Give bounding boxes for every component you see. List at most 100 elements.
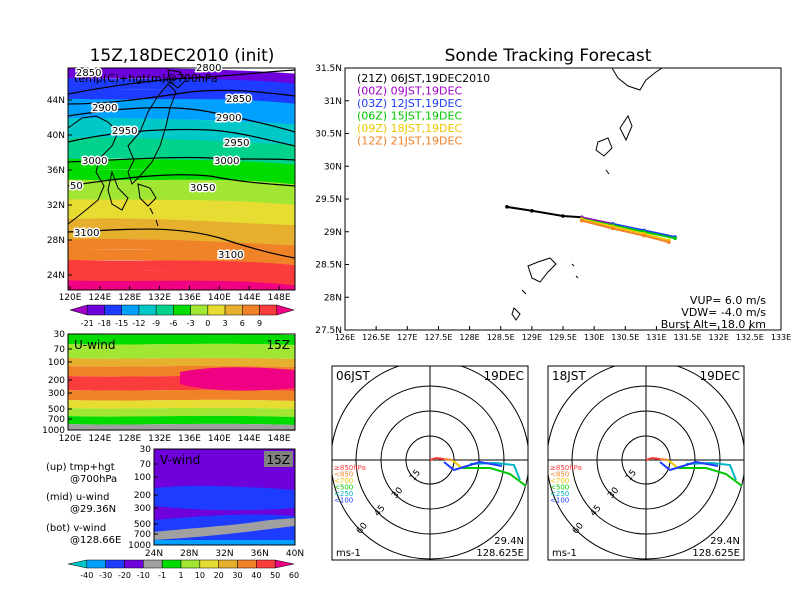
temperature-field [68, 68, 295, 290]
colorbar-cell [173, 304, 191, 316]
lat-tick-label: 32N [47, 201, 65, 211]
pressure-tick-label: 700 [48, 415, 65, 425]
level-legend-entry: <850 [334, 471, 353, 479]
temp-band [68, 179, 295, 197]
x-tick-label: 130E [584, 333, 604, 342]
hodograph-segment [645, 456, 661, 461]
level-legend-entry: ≥850hPa [550, 464, 582, 472]
polar-time-label: 06JST [336, 369, 370, 383]
colorbar-cell [274, 559, 295, 569]
colorbar-cell [143, 559, 163, 569]
contour-label: 3100 [74, 228, 99, 239]
pressure-tick-label: 300 [48, 389, 65, 399]
colorbar-label: -3 [187, 319, 195, 328]
legend-entry: (03Z) 12JST,19DEC [357, 97, 462, 110]
colorbar-cell [207, 304, 226, 316]
colorbar-cell [161, 559, 182, 569]
lon-tick-label: 136E [178, 434, 201, 444]
colorbar-cell [138, 304, 157, 316]
x-tick-label: 127E [397, 333, 417, 342]
colorbar-cell [124, 559, 144, 569]
contour-label: 3000 [82, 156, 107, 167]
hodograph-segment [443, 458, 453, 461]
colorbar-cell [276, 304, 295, 316]
u-wind-band [68, 407, 295, 417]
colorbar-cell [121, 304, 140, 316]
v-wind-band [154, 518, 295, 540]
x-tick-label: 126.5E [362, 333, 390, 342]
colorbar-label: -20 [118, 571, 131, 580]
colorbar-label: 10 [195, 571, 205, 580]
lon-tick-label: 140E [208, 293, 231, 303]
v-wind-time: 15Z [267, 453, 291, 467]
contour-label: 3050 [190, 183, 215, 194]
colorbar-cell [237, 559, 257, 569]
temperature-colorbar: -21 -18 -15 -12 -9 -6 -3 0 3 6 9 [69, 304, 295, 328]
track-title: Sonde Tracking Forecast [445, 46, 652, 66]
temp-band [68, 108, 295, 126]
hodograph-segment [443, 460, 503, 472]
level-legend-entry: <700 [550, 477, 569, 485]
level-legend-entry: <850 [550, 471, 569, 479]
colorbar-cell [67, 559, 88, 569]
colorbar-cell [69, 304, 88, 316]
polar-unit: ms-1 [552, 548, 577, 559]
map-lat-ticks: 44N 40N 36N 32N 28N 24N [47, 96, 72, 281]
u-wind-band [68, 399, 295, 409]
polar-date-label: 19DEC [484, 369, 524, 383]
y-tick-label: 28.5N [315, 261, 342, 271]
legend-notes: (up) tmp+hgt @700hPa (mid) u-wind @29.36… [46, 462, 121, 546]
map-frame [67, 67, 296, 291]
polar-lat: 29.4N [494, 536, 524, 547]
hodograph-segment [462, 467, 527, 487]
level-legend-entry: <500 [334, 484, 353, 492]
colorbar-label: -1 [158, 571, 166, 580]
track-series [505, 205, 677, 245]
v-wind-band [154, 485, 295, 511]
colorbar-label: 60 [289, 571, 299, 580]
colorbar-label: 50 [270, 571, 280, 580]
track-point [561, 214, 565, 218]
x-tick-label: 130.5E [611, 333, 639, 342]
colorbar-cell [86, 304, 105, 316]
coastline [68, 69, 187, 227]
colorbar-label: -18 [98, 319, 111, 328]
lon-tick-label: 124E [88, 293, 111, 303]
track-frame [344, 67, 782, 331]
temp-band [68, 270, 295, 288]
lon-tick-label: 148E [268, 434, 291, 444]
temp-band [68, 78, 295, 96]
track-point [667, 240, 671, 245]
note-line: @128.66E [70, 535, 121, 546]
annotation-burst: Burst Alt= 18.0 km [661, 318, 766, 331]
lon-tick-label: 120E [59, 293, 82, 303]
u-wind-time: 15Z [267, 338, 291, 352]
colorbar-cell [190, 304, 209, 316]
track-point [505, 205, 509, 209]
contour-label: 2850 [226, 94, 251, 105]
colorbar-cell [104, 304, 122, 316]
colorbar-label: -12 [132, 319, 145, 328]
legend-entry: (00Z) 09JST,19DEC [357, 85, 462, 98]
colorbar-label: 30 [232, 571, 242, 580]
lat-tick-label: 44N [47, 96, 65, 106]
temp-band [68, 259, 295, 278]
u-wind-field [68, 333, 295, 431]
note-line: @700hPa [70, 474, 117, 485]
hodograph-segment [667, 459, 679, 469]
hodograph-segment [451, 459, 463, 469]
colorbar-cell [199, 559, 219, 569]
pressure-tick-label: 1000 [128, 541, 151, 551]
contour-labels: 2850 2800 2850 2900 2900 2950 2950 3000 … [69, 62, 253, 263]
contour-label: 2900 [92, 103, 117, 114]
colorbar-label: 20 [214, 571, 224, 580]
x-tick-label: 133E [771, 333, 791, 342]
level-legend-entry: <500 [550, 484, 569, 492]
level-legend-entry: ≥850hPa [334, 464, 366, 472]
level-legend-entry: <250 [334, 490, 353, 498]
lon-tick-label: 144E [238, 293, 261, 303]
note-line: (bot) v-wind [46, 523, 106, 534]
map-subtitle: temp(C)+hgt(m)@700hPa [74, 72, 218, 85]
